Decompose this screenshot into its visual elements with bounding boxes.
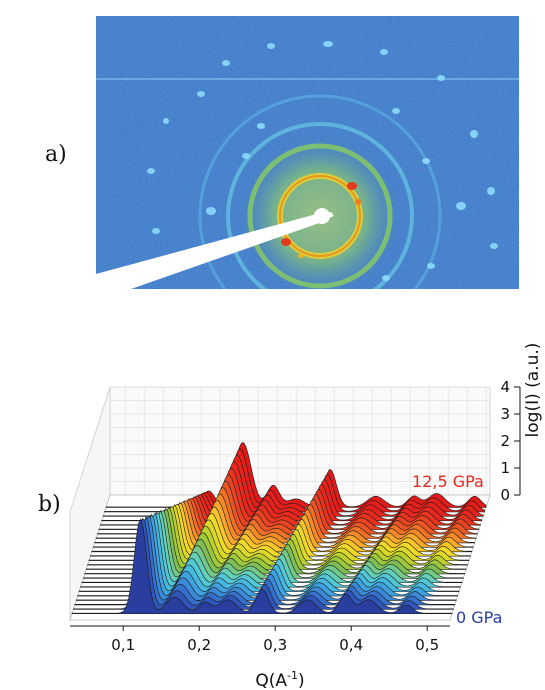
ring-middle bbox=[226, 122, 414, 289]
x-tick-label: 0,5 bbox=[415, 636, 439, 654]
pressure-traces bbox=[71, 442, 487, 615]
x-tick-label: 0,3 bbox=[263, 636, 287, 654]
z-tick-label: 0 bbox=[500, 486, 510, 504]
pressure-trace-0 bbox=[71, 518, 453, 615]
diffraction-image bbox=[96, 16, 519, 289]
bragg-spots bbox=[147, 41, 498, 281]
panel-label-a: a) bbox=[45, 142, 67, 167]
ring-inner-green bbox=[247, 143, 393, 289]
x-axis-title-sup: -1 bbox=[287, 669, 298, 682]
label-top-pressure: 12,5 GPa bbox=[412, 472, 484, 491]
z-tick-label: 4 bbox=[500, 378, 510, 396]
z-tick-label: 1 bbox=[500, 459, 510, 477]
chart-axes: 0,1 0,2 0,3 0,4 0,5 0 1 2 3 4 bbox=[70, 378, 521, 654]
pressure-trace-24 bbox=[105, 442, 487, 508]
x-axis-title: Q(A-1) bbox=[255, 669, 304, 690]
x-tick-label: 0,1 bbox=[111, 636, 135, 654]
x-tick-label: 0,2 bbox=[187, 636, 211, 654]
z-tick-label: 3 bbox=[500, 405, 510, 423]
chart-grid bbox=[110, 386, 490, 495]
label-bottom-pressure: 0 GPa bbox=[456, 608, 502, 627]
waterfall-chart: 0,1 0,2 0,3 0,4 0,5 0 1 2 3 4 log(I) (a.u.) Q(A-1… bbox=[69, 343, 543, 690]
z-tick-label: 2 bbox=[500, 432, 510, 450]
panel-label-b: b) bbox=[38, 492, 61, 517]
hot-spots bbox=[281, 182, 361, 258]
ring-outer bbox=[198, 94, 442, 289]
z-axis-title: log(I) (a.u.) bbox=[523, 343, 543, 438]
x-tick-label: 0,4 bbox=[339, 636, 363, 654]
